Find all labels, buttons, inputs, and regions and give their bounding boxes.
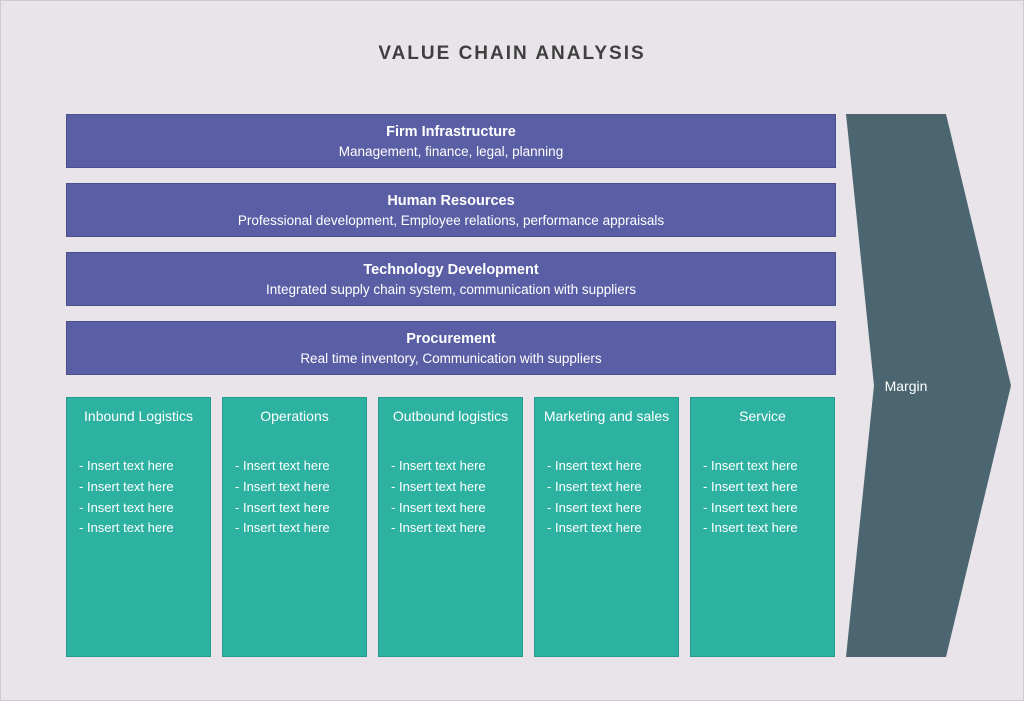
primary-col-inbound-logistics: Inbound Logistics Insert text here Inser… bbox=[66, 397, 211, 657]
primary-col-title: Service bbox=[699, 408, 826, 442]
primary-col-title: Inbound Logistics bbox=[75, 408, 202, 442]
list-item: Insert text here bbox=[547, 518, 670, 539]
list-item: Insert text here bbox=[79, 456, 202, 477]
support-bar-human-resources: Human Resources Professional development… bbox=[66, 183, 836, 237]
list-item: Insert text here bbox=[391, 518, 514, 539]
support-bar-technology-development: Technology Development Integrated supply… bbox=[66, 252, 836, 306]
list-item: Insert text here bbox=[79, 498, 202, 519]
list-item: Insert text here bbox=[547, 477, 670, 498]
primary-col-items: Insert text here Insert text here Insert… bbox=[75, 456, 202, 539]
support-bar-title: Firm Infrastructure bbox=[75, 123, 827, 143]
list-item: Insert text here bbox=[235, 498, 358, 519]
primary-col-items: Insert text here Insert text here Insert… bbox=[699, 456, 826, 539]
primary-col-service: Service Insert text here Insert text her… bbox=[690, 397, 835, 657]
support-bar-procurement: Procurement Real time inventory, Communi… bbox=[66, 321, 836, 375]
list-item: Insert text here bbox=[235, 456, 358, 477]
support-bar-subtitle: Professional development, Employee relat… bbox=[75, 212, 827, 230]
list-item: Insert text here bbox=[391, 477, 514, 498]
list-item: Insert text here bbox=[703, 456, 826, 477]
primary-col-title: Operations bbox=[231, 408, 358, 442]
support-bar-firm-infrastructure: Firm Infrastructure Management, finance,… bbox=[66, 114, 836, 168]
list-item: Insert text here bbox=[547, 498, 670, 519]
margin-label: Margin bbox=[846, 114, 966, 657]
list-item: Insert text here bbox=[391, 498, 514, 519]
diagram-title: VALUE CHAIN ANALYSIS bbox=[1, 43, 1023, 65]
support-bar-subtitle: Integrated supply chain system, communic… bbox=[75, 281, 827, 299]
list-item: Insert text here bbox=[235, 477, 358, 498]
primary-col-items: Insert text here Insert text here Insert… bbox=[231, 456, 358, 539]
diagram-canvas: VALUE CHAIN ANALYSIS Firm Infrastructure… bbox=[0, 0, 1024, 701]
margin-arrow: Margin bbox=[846, 114, 1011, 657]
list-item: Insert text here bbox=[703, 518, 826, 539]
primary-col-title: Outbound logistics bbox=[387, 408, 514, 442]
list-item: Insert text here bbox=[235, 518, 358, 539]
primary-col-items: Insert text here Insert text here Insert… bbox=[543, 456, 670, 539]
list-item: Insert text here bbox=[391, 456, 514, 477]
primary-col-outbound-logistics: Outbound logistics Insert text here Inse… bbox=[378, 397, 523, 657]
list-item: Insert text here bbox=[703, 498, 826, 519]
primary-col-operations: Operations Insert text here Insert text … bbox=[222, 397, 367, 657]
list-item: Insert text here bbox=[703, 477, 826, 498]
primary-col-title: Marketing and sales bbox=[543, 408, 670, 442]
primary-col-marketing-and-sales: Marketing and sales Insert text here Ins… bbox=[534, 397, 679, 657]
list-item: Insert text here bbox=[547, 456, 670, 477]
support-bar-subtitle: Real time inventory, Communication with … bbox=[75, 350, 827, 368]
support-bar-title: Human Resources bbox=[75, 192, 827, 212]
primary-col-items: Insert text here Insert text here Insert… bbox=[387, 456, 514, 539]
list-item: Insert text here bbox=[79, 477, 202, 498]
support-bar-subtitle: Management, finance, legal, planning bbox=[75, 143, 827, 161]
support-bar-title: Technology Development bbox=[75, 261, 827, 281]
list-item: Insert text here bbox=[79, 518, 202, 539]
support-bar-title: Procurement bbox=[75, 330, 827, 350]
